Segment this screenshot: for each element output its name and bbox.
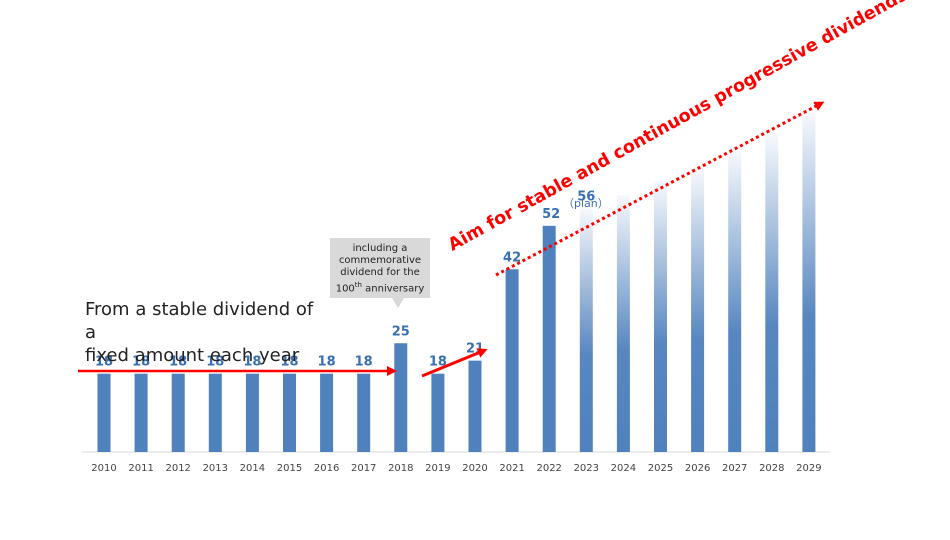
x-tick-2024: 2024 <box>611 463 636 474</box>
x-tick-labels-group: 2010 2011 2012 2013 2014 2015 2016 2017 2018 2019… <box>91 463 821 474</box>
bar-2017 <box>357 373 371 452</box>
x-tick-2017: 2017 <box>351 463 376 474</box>
bar-2019 <box>431 373 445 452</box>
x-tick-2027: 2027 <box>722 463 747 474</box>
bar-2013 <box>208 373 222 452</box>
data-label-2016: 18 <box>318 355 336 370</box>
x-tick-2015: 2015 <box>277 463 302 474</box>
x-tick-2028: 2028 <box>759 463 784 474</box>
x-tick-2023: 2023 <box>574 463 599 474</box>
bar-2026 <box>691 169 705 452</box>
data-label-2013: 18 <box>206 355 224 370</box>
data-label-2019: 18 <box>429 355 447 370</box>
callout-line-4-number: 100 <box>335 283 355 295</box>
rise-arrow <box>421 348 488 378</box>
callout-line-1: including a <box>352 243 408 254</box>
data-label-2021: 42 <box>503 250 521 265</box>
bar-2022 <box>542 225 556 452</box>
anniversary-callout: including a commemorative dividend for t… <box>330 238 430 298</box>
bars-group <box>97 112 816 453</box>
bar-2016 <box>320 373 334 452</box>
x-tick-2019: 2019 <box>425 463 450 474</box>
data-label-2011: 18 <box>132 355 150 370</box>
bar-2020 <box>468 360 482 452</box>
x-tick-2013: 2013 <box>203 463 228 474</box>
x-tick-2018: 2018 <box>388 463 413 474</box>
bar-2027 <box>728 151 742 452</box>
callout-line-2: commemorative <box>338 255 422 266</box>
x-tick-2020: 2020 <box>462 463 487 474</box>
bar-2029 <box>802 112 816 452</box>
x-tick-2029: 2029 <box>796 463 821 474</box>
bar-2011 <box>134 373 148 452</box>
bar-2023 <box>579 208 593 452</box>
callout-tail <box>392 298 404 308</box>
bar-2018 <box>394 343 408 452</box>
data-label-2010: 18 <box>95 355 113 370</box>
bar-2014 <box>245 373 259 452</box>
bar-2010 <box>97 373 111 452</box>
callout-line-4-rest: anniversary <box>361 283 425 295</box>
data-label-2023: 56 <box>577 189 595 204</box>
bar-2028 <box>765 134 779 452</box>
callout-line-4-sup: th <box>354 281 362 289</box>
x-tick-2022: 2022 <box>536 463 561 474</box>
x-tick-2025: 2025 <box>648 463 673 474</box>
data-label-2014: 18 <box>243 355 261 370</box>
data-label-2018: 25 <box>392 324 410 339</box>
plan-label: （plan） <box>563 197 609 210</box>
bar-2015 <box>283 373 296 452</box>
x-tick-2010: 2010 <box>91 463 116 474</box>
bar-2025 <box>654 182 667 453</box>
bar-2021 <box>505 269 519 452</box>
stable-dividend-note: From a stable dividend of a fixed amount… <box>85 299 314 366</box>
x-tick-2014: 2014 <box>240 463 265 474</box>
bar-2024 <box>616 195 630 452</box>
data-label-2015: 18 <box>280 355 298 370</box>
data-label-2022: 52 <box>542 207 560 222</box>
x-tick-2012: 2012 <box>165 463 190 474</box>
data-label-2012: 18 <box>169 355 187 370</box>
callout-line-4: 100th anniversary <box>330 279 430 295</box>
x-tick-2016: 2016 <box>314 463 339 474</box>
callout-line-3: dividend for the <box>340 267 420 278</box>
progressive-arrow <box>495 101 825 277</box>
data-label-2017: 18 <box>355 355 373 370</box>
x-tick-2021: 2021 <box>499 463 524 474</box>
x-tick-2026: 2026 <box>685 463 710 474</box>
bar-2012 <box>171 373 185 452</box>
x-tick-2011: 2011 <box>128 463 153 474</box>
